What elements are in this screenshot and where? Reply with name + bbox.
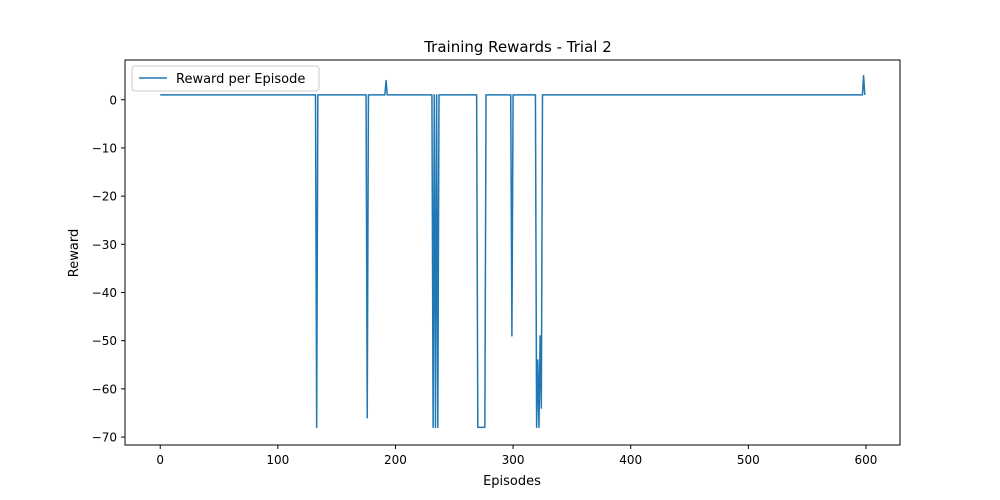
x-tick-label: 400 [619, 453, 642, 467]
y-axis-label: Reward [67, 229, 82, 277]
y-tick-label: −50 [92, 334, 117, 348]
y-tick-label: −60 [92, 382, 117, 396]
x-axis-ticks: 0 100 200 300 400 500 600 [156, 445, 877, 467]
legend-label: Reward per Episode [176, 72, 305, 87]
plot-area-frame [124, 59, 901, 446]
y-tick-label: 0 [109, 93, 117, 107]
y-tick-label: −40 [92, 286, 117, 300]
y-tick-label: −30 [92, 238, 117, 252]
x-tick-label: 100 [266, 453, 289, 467]
x-tick-label: 600 [854, 453, 877, 467]
series-line [160, 74, 866, 429]
x-tick-label: 0 [156, 453, 164, 467]
legend: Reward per Episode [131, 65, 320, 92]
legend-box [131, 65, 320, 92]
x-axis-label: Episodes [483, 474, 541, 489]
x-tick-label: 200 [384, 453, 407, 467]
x-tick-label: 300 [502, 453, 525, 467]
chart-title: Training Rewards - Trial 2 [423, 38, 612, 56]
y-axis-ticks: 0 −10 −20 −30 −40 −50 −60 −70 [92, 93, 125, 445]
x-tick-label: 500 [737, 453, 760, 467]
y-tick-label: −70 [92, 431, 117, 445]
series-layer [160, 74, 866, 429]
y-tick-label: −20 [92, 190, 117, 204]
y-tick-label: −10 [92, 141, 117, 155]
